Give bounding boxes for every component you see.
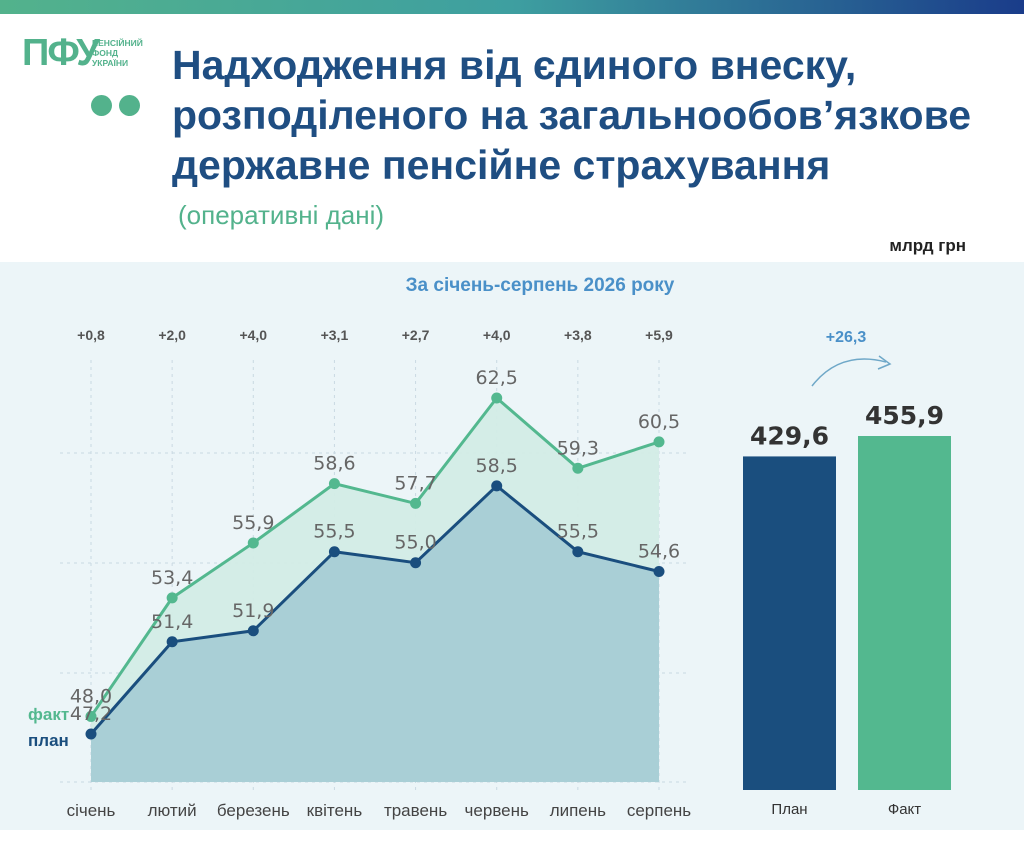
total-bar-value-label: 429,6 [750, 421, 829, 450]
plan-value-label: 51,9 [232, 600, 274, 622]
difference-label: +3,1 [321, 327, 349, 343]
plan-point [247, 625, 259, 637]
fact-value-label: 57,7 [394, 472, 436, 494]
page-subtitle: (оперативні дані) [178, 200, 385, 230]
fact-point [166, 592, 178, 604]
total-bar [743, 456, 836, 790]
plan-point [410, 557, 422, 569]
chart-title: За січень-серпень 2026 року [406, 275, 675, 296]
plan-point [653, 565, 665, 577]
difference-label: +2,7 [402, 327, 430, 343]
fact-value-label: 60,5 [638, 411, 680, 433]
title-line: державне пенсійне страхування [172, 142, 831, 188]
total-difference-label: +26,3 [826, 329, 867, 346]
logo-caption-line: ФОНД [92, 48, 119, 58]
legend-plan-label: план [28, 731, 69, 750]
plan-point [491, 480, 503, 492]
difference-label: +2,0 [158, 327, 186, 343]
total-bar [858, 436, 951, 790]
plan-point [166, 636, 178, 648]
category-tick-label: березень [217, 801, 290, 820]
unit-label: млрд грн [889, 236, 966, 255]
fact-point [491, 392, 503, 404]
plan-series-line [89, 483, 660, 735]
fact-point [328, 478, 340, 490]
fact-value-label: 62,5 [476, 367, 518, 389]
plan-point [328, 546, 340, 558]
legend-fact-label: факт [28, 705, 69, 724]
page-title: Надходження від єдиного внеску, розподіл… [172, 40, 992, 190]
plan-point [572, 546, 584, 558]
category-tick-label: травень [384, 801, 447, 820]
category-tick-label: квітень [307, 801, 363, 820]
difference-label: +4,0 [239, 327, 267, 343]
category-tick-label: червень [465, 801, 529, 820]
plan-value-label: 58,5 [476, 455, 518, 477]
fact-point [85, 710, 97, 722]
logo-mark: ПФУ [22, 32, 100, 74]
difference-label: +5,9 [645, 327, 673, 343]
plan-area [91, 485, 659, 782]
logo-dot [91, 95, 112, 116]
top-gradient-bar [0, 0, 1024, 14]
total-bar-category-label: План [771, 801, 807, 818]
plan-point [85, 728, 97, 740]
plan-value-label: 55,0 [394, 532, 436, 554]
title-line: розподіленого на загальнообов’язкове [172, 92, 972, 138]
fact-value-label: 59,3 [557, 437, 599, 459]
fact-series-line [89, 395, 660, 718]
category-tick-label: липень [550, 801, 606, 820]
logo-caption-line: ПЕНСІЙНИЙ [92, 38, 143, 48]
category-tick-label: січень [67, 801, 116, 820]
logo-caption: ПЕНСІЙНИЙ ФОНД УКРАЇНИ [92, 38, 152, 68]
plan-value-label: 55,5 [313, 521, 355, 543]
difference-arrow [811, 358, 887, 387]
plan-value-label: 54,6 [638, 540, 680, 562]
fact-point [572, 462, 584, 474]
plan-value-label: 47,2 [70, 703, 112, 725]
fact-value-label: 55,9 [232, 512, 274, 534]
fact-point [653, 436, 665, 448]
total-bar-category-label: Факт [888, 801, 921, 818]
plan-value-label: 55,5 [557, 521, 599, 543]
difference-arrowhead [877, 355, 892, 370]
fact-value-label: 53,4 [151, 567, 193, 589]
logo-caption-line: УКРАЇНИ [92, 58, 129, 68]
title-line: Надходження від єдиного внеску, [172, 42, 857, 88]
category-tick-label: серпень [627, 801, 691, 820]
fact-point [247, 537, 259, 549]
fact-point [410, 497, 422, 509]
plan-value-label: 51,4 [151, 611, 193, 633]
category-tick-label: лютий [148, 801, 197, 820]
fact-value-label: 48,0 [70, 685, 112, 707]
logo-dot [119, 95, 140, 116]
difference-label: +0,8 [77, 327, 105, 343]
fact-value-label: 58,6 [313, 453, 355, 475]
difference-label: +4,0 [483, 327, 511, 343]
total-bar-value-label: 455,9 [865, 401, 944, 430]
difference-label: +3,8 [564, 327, 592, 343]
